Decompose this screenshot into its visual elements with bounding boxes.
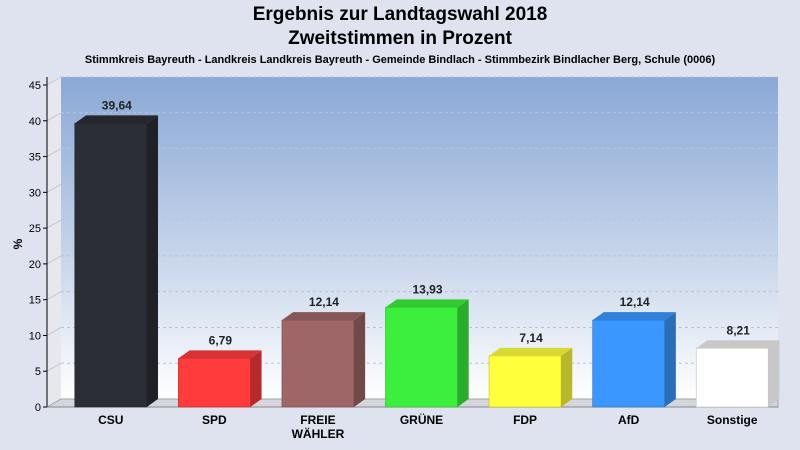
y-tick-label: 0 [35,402,41,414]
bar-side [457,299,469,407]
data-label: 6,79 [209,333,233,347]
data-label: 12,14 [620,295,650,309]
x-tick-label: CSU [98,413,123,427]
y-tick-label: 45 [29,80,41,92]
data-label: 39,64 [102,98,132,112]
gridline-side [46,291,62,301]
y-tick-label: 35 [29,152,41,164]
bar-top [178,350,262,359]
data-label: 12,14 [309,295,339,309]
data-label: 7,14 [519,331,543,345]
y-tick-label: 40 [29,116,41,128]
bar-top [385,299,469,308]
bar-top [696,340,780,349]
bar-front [592,319,665,408]
chart-region-caption: Stimmkreis Bayreuth - Landkreis Landkrei… [84,54,716,66]
x-tick-label: WÄHLER [292,426,345,441]
bar [178,350,262,408]
x-tick-label: SPD [202,413,227,427]
bar [74,115,158,408]
bar-front [74,123,148,408]
gridline-side [46,183,62,193]
bar-front [488,355,562,408]
gridline-side [46,219,62,229]
bar-front [385,307,458,408]
plot-side-wall [47,77,61,407]
bar-side [768,340,780,407]
bar-side [353,312,366,407]
bar [695,340,780,408]
bar-top [74,115,158,124]
gridline-side [46,112,62,122]
x-tick-label: AfD [618,413,640,427]
bar [385,299,469,408]
bar-side [664,312,676,407]
bar-front [178,358,251,408]
data-label: 8,21 [727,323,751,337]
chart-title: Ergebnis zur Landtagswahl 2018 [252,4,548,25]
bar [592,312,676,408]
bar [281,312,366,408]
bar-side [561,347,573,407]
gridline-side [46,327,62,336]
y-tick-label: 5 [35,366,41,378]
y-tick-label: 10 [29,330,41,342]
x-tick-label: FREIE [300,413,335,427]
y-tick-label: 30 [29,187,41,199]
bar-side [250,350,262,407]
gridline-side [46,76,62,86]
bar-top [489,347,573,356]
x-tick-label: FDP [513,413,537,427]
y-tick-label: 20 [29,259,41,271]
chart-subtitle: Zweitstimmen in Prozent [288,28,512,49]
bar-front [695,347,769,408]
y-tick-label: 15 [29,295,41,307]
gridline-side [46,255,62,265]
bar-side [146,115,158,408]
bar-top [281,312,366,321]
gridline-side [46,148,62,157]
y-tick-label: 25 [29,223,41,235]
y-axis-label: % [11,238,25,249]
x-tick-label: Sonstige [707,413,758,427]
bar-top [592,312,676,321]
x-tick-label: GRÜNE [400,412,443,427]
bar-front [281,319,355,408]
gridline-side [46,362,62,372]
bar [488,347,573,408]
data-label: 13,93 [412,282,442,296]
